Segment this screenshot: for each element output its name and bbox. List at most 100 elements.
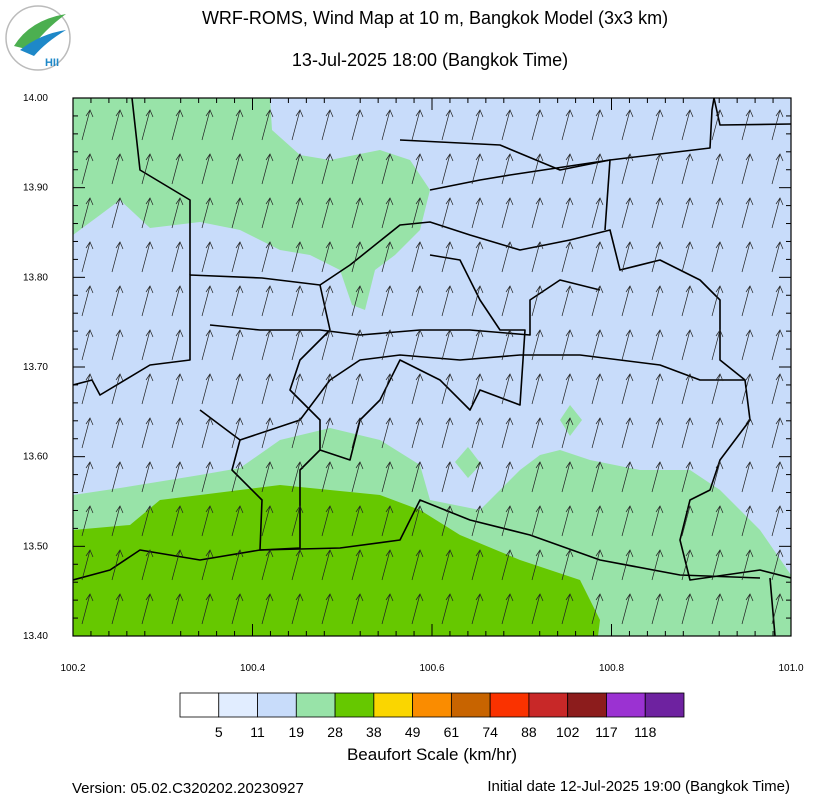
wind-arrow bbox=[171, 593, 184, 625]
wind-arrow bbox=[441, 329, 454, 361]
wind-arrow bbox=[201, 505, 214, 537]
wind-arrow bbox=[261, 505, 274, 537]
wind-arrow bbox=[351, 197, 364, 229]
wind-arrow bbox=[591, 241, 604, 273]
wind-arrow bbox=[621, 285, 634, 317]
wind-arrow bbox=[501, 373, 514, 405]
wind-arrow bbox=[711, 241, 724, 273]
colorbar-label: 117 bbox=[595, 724, 618, 740]
wind-arrow bbox=[231, 373, 244, 405]
wind-arrow bbox=[261, 417, 274, 449]
version: Version: 05.02.C320202.20230927 bbox=[72, 780, 304, 797]
wind-arrow bbox=[171, 549, 184, 581]
boundary bbox=[131, 98, 191, 275]
wind-arrow bbox=[171, 373, 184, 405]
wind-arrow bbox=[321, 109, 334, 141]
boundary bbox=[199, 354, 745, 441]
wind-arrow bbox=[201, 109, 214, 141]
wind-arrow bbox=[81, 505, 94, 537]
x-tick-label: 100.2 bbox=[60, 663, 85, 674]
wind-arrow bbox=[771, 593, 784, 625]
wind-arrow bbox=[531, 461, 544, 493]
wind-arrow bbox=[621, 549, 634, 581]
y-tick-label: 13.90 bbox=[23, 183, 48, 194]
wind-arrow bbox=[141, 109, 154, 141]
wind-arrow bbox=[321, 197, 334, 229]
colorbar: 5 11 19 28 38 49 61 74 88 102 117 118 bbox=[179, 692, 685, 740]
wind-arrow bbox=[441, 593, 454, 625]
wind-arrow bbox=[411, 593, 424, 625]
wind-arrow bbox=[291, 153, 304, 185]
wind-arrow bbox=[681, 285, 694, 317]
wind-arrow bbox=[471, 153, 484, 185]
wind-arrow bbox=[591, 417, 604, 449]
wind-arrow bbox=[141, 241, 154, 273]
wind-arrow bbox=[201, 153, 214, 185]
wind-arrow bbox=[711, 373, 724, 405]
wind-arrow bbox=[681, 373, 694, 405]
colorbar-label: 19 bbox=[289, 724, 305, 740]
wind-arrow bbox=[711, 549, 724, 581]
wind-arrow bbox=[771, 241, 784, 273]
wind-arrow bbox=[621, 329, 634, 361]
y-tick-label: 13.80 bbox=[23, 272, 48, 283]
wind-arrow bbox=[231, 593, 244, 625]
wind-arrow bbox=[561, 329, 574, 361]
wind-arrow bbox=[231, 153, 244, 185]
wind-arrow bbox=[741, 593, 754, 625]
wind-arrow bbox=[351, 241, 364, 273]
subtitle: 13-Jul-2025 18:00 (Bangkok Time) bbox=[292, 50, 568, 70]
wind-arrow bbox=[321, 329, 334, 361]
wind-arrow bbox=[141, 329, 154, 361]
wind-arrow bbox=[111, 373, 124, 405]
wind-arrow bbox=[621, 505, 634, 537]
wind-arrow bbox=[231, 197, 244, 229]
wind-arrow bbox=[651, 197, 664, 229]
wind-arrow bbox=[561, 241, 574, 273]
wind-arrow bbox=[111, 549, 124, 581]
wind-arrow bbox=[651, 505, 664, 537]
wind-arrow bbox=[141, 549, 154, 581]
wind-arrow bbox=[741, 505, 754, 537]
wind-arrow bbox=[591, 329, 604, 361]
wind-arrow bbox=[141, 417, 154, 449]
wind-arrow bbox=[81, 593, 94, 625]
colorbar-box bbox=[218, 692, 258, 718]
wind-arrow bbox=[141, 153, 154, 185]
wind-arrow bbox=[471, 197, 484, 229]
y-tick-label: 13.40 bbox=[23, 631, 48, 642]
wind-arrow bbox=[531, 417, 544, 449]
wind-arrow bbox=[411, 241, 424, 273]
wind-arrow bbox=[381, 417, 394, 449]
wind-arrow bbox=[321, 461, 334, 493]
wind-arrow bbox=[81, 241, 94, 273]
wind-arrow bbox=[291, 197, 304, 229]
x-tick-label: 100.8 bbox=[599, 663, 624, 674]
colorbar-label: 61 bbox=[444, 724, 460, 740]
wind-arrow bbox=[591, 197, 604, 229]
wind-arrow bbox=[471, 417, 484, 449]
wind-arrow bbox=[201, 373, 214, 405]
wind-arrow bbox=[291, 285, 304, 317]
wind-arrow bbox=[471, 593, 484, 625]
title: WRF-ROMS, Wind Map at 10 m, Bangkok Mode… bbox=[202, 8, 668, 28]
wind-arrow bbox=[741, 241, 754, 273]
wind-arrow bbox=[531, 329, 544, 361]
wind-arrow bbox=[381, 153, 394, 185]
wind-arrow bbox=[771, 373, 784, 405]
wind-arrow bbox=[81, 197, 94, 229]
wind-arrows bbox=[81, 109, 784, 625]
logo-wave bbox=[20, 30, 66, 56]
wind-zone bbox=[73, 485, 600, 636]
wind-arrow bbox=[261, 461, 274, 493]
wind-arrow bbox=[501, 153, 514, 185]
wind-arrow bbox=[621, 197, 634, 229]
colorbar-box bbox=[450, 692, 491, 718]
wind-arrow bbox=[591, 109, 604, 141]
wind-arrow bbox=[171, 197, 184, 229]
wind-arrow bbox=[261, 153, 274, 185]
wind-arrow bbox=[231, 241, 244, 273]
wind-arrow bbox=[501, 241, 514, 273]
wind-arrow bbox=[561, 373, 574, 405]
